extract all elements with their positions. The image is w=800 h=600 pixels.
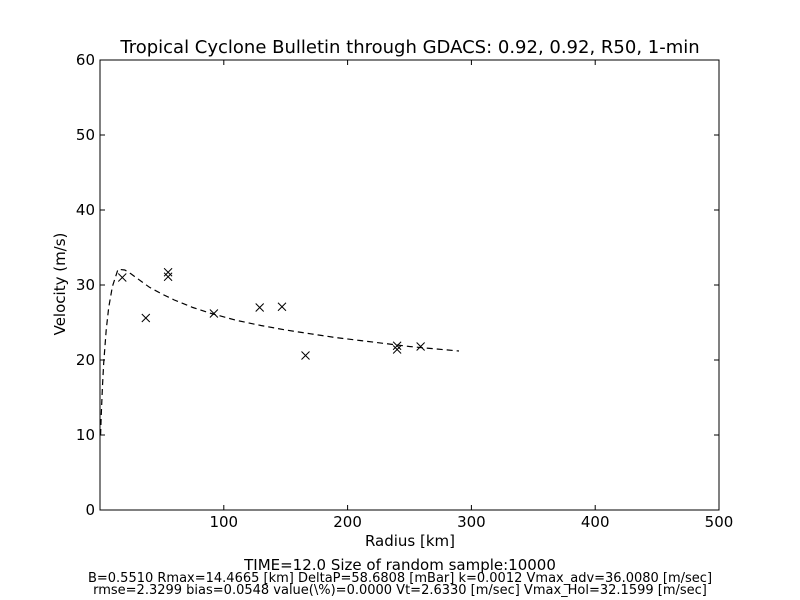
data-point (301, 351, 310, 360)
x-tick-label: 500 (705, 513, 734, 531)
y-tick-label: 20 (76, 351, 95, 369)
data-point (209, 309, 219, 318)
profile-curve (100, 268, 460, 436)
y-tick-label: 10 (76, 426, 95, 444)
data-point-stroke (392, 341, 402, 351)
y-tick-label: 60 (76, 51, 95, 69)
data-point (141, 313, 151, 323)
x-tick-label: 200 (333, 513, 362, 531)
x-tick-label: 100 (209, 513, 238, 531)
plot-layer (100, 267, 460, 436)
data-point-stroke (255, 303, 265, 312)
data-point-stroke (163, 272, 173, 282)
data-point-stroke (141, 313, 151, 323)
data-point-stroke (277, 302, 287, 312)
data-point-stroke (416, 342, 425, 351)
data-point-stroke (209, 309, 219, 318)
data-point-stroke (301, 351, 310, 360)
data-point (163, 272, 173, 282)
data-point (416, 342, 425, 351)
y-tick-label: 40 (76, 201, 95, 219)
footer-parameters: B=0.5510 Rmax=14.4665 [km] DeltaP=58.680… (88, 571, 712, 586)
y-tick-label: 30 (76, 276, 95, 294)
data-point-stroke (117, 273, 127, 282)
y-axis-label: Velocity (m/s) (51, 233, 69, 336)
x-tick-label: 400 (581, 513, 610, 531)
data-point (392, 345, 402, 354)
data-point (277, 302, 287, 312)
data-point (117, 273, 127, 282)
chart-title: Tropical Cyclone Bulletin through GDACS:… (119, 37, 699, 58)
x-tick-label: 300 (457, 513, 486, 531)
data-point (255, 303, 265, 312)
tick-layer: 100 200 300 400 500 0 10 20 30 40 50 60 (76, 51, 733, 531)
data-point-stroke (163, 267, 173, 277)
y-tick-label: 0 (85, 501, 95, 519)
y-tick-label: 50 (76, 126, 95, 144)
data-point (163, 267, 173, 277)
data-point (392, 341, 402, 351)
x-axis-label: Radius [km] (365, 532, 455, 550)
footer-time-sample: TIME=12.0 Size of random sample:10000 (243, 556, 556, 574)
data-point-stroke (392, 345, 402, 354)
footer-statistics: rmse=2.3299 bias=0.0548 value(\%)=0.0000… (93, 583, 707, 598)
